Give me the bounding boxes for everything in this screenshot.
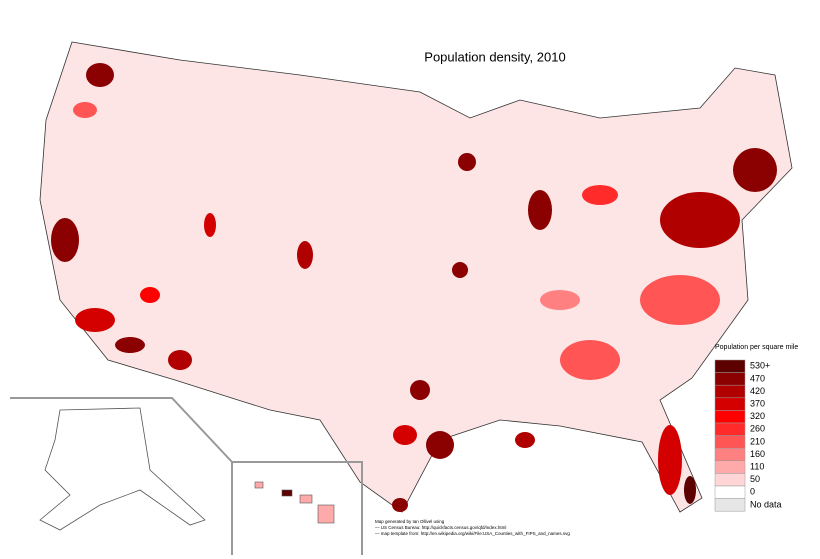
credit-line: — map template from: http://en.wikipedia… — [375, 531, 570, 536]
legend-swatch — [714, 359, 746, 373]
legend-label: No data — [750, 499, 782, 509]
hawaii — [254, 481, 335, 524]
legend-swatch — [714, 410, 746, 424]
legend-label: 370 — [750, 398, 765, 408]
credit-line: — US Census Bureau: http://quickfacts.ce… — [375, 525, 506, 530]
legend-swatch — [714, 460, 746, 474]
legend-swatch — [714, 485, 746, 499]
legend-label: 50 — [750, 474, 760, 484]
density-hotspots — [51, 63, 777, 512]
legend-label: 530+ — [750, 361, 770, 371]
legend: 530+ 470 420 370 320 260 210 160 110 50 0 No data — [714, 359, 782, 512]
legend-label: 260 — [750, 424, 765, 434]
legend-swatch — [714, 473, 746, 487]
legend-label: 420 — [750, 386, 765, 396]
legend-label: 160 — [750, 449, 765, 459]
legend-label: 320 — [750, 411, 765, 421]
lower-48 — [39, 41, 793, 513]
map-title: Population density, 2010 — [424, 49, 565, 64]
credit-line: Map generated by Ian Ollivel using — [375, 519, 445, 524]
legend-swatch — [714, 384, 746, 399]
legend-swatch — [714, 422, 746, 436]
legend-label: 110 — [750, 461, 764, 471]
legend-swatch — [714, 372, 746, 386]
legend-label: 210 — [750, 436, 765, 446]
legend-swatch — [714, 397, 746, 411]
legend-label: 470 — [750, 373, 765, 383]
legend-swatch — [714, 498, 746, 512]
legend-swatch — [714, 447, 746, 462]
legend-label: 0 — [750, 487, 755, 497]
inset-frames — [10, 397, 363, 555]
alaska — [39, 407, 206, 531]
credits: Map generated by Ian Ollivel using— US C… — [375, 519, 570, 536]
legend-title: Population per square mile — [715, 344, 798, 351]
legend-swatch — [714, 435, 746, 449]
